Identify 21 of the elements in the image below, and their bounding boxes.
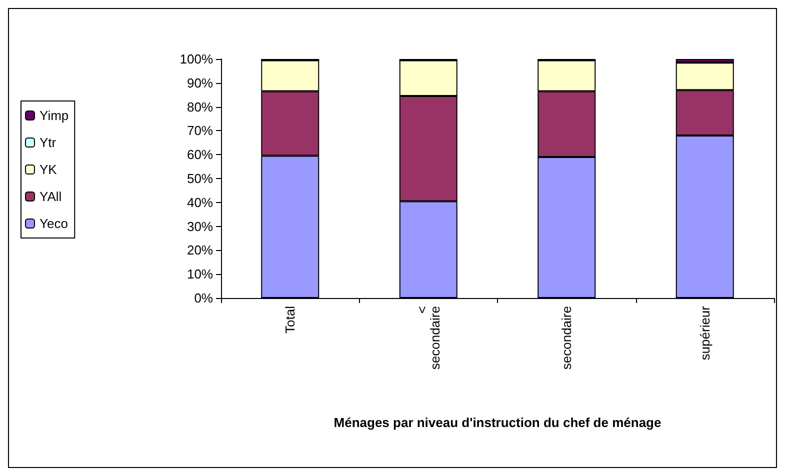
x-axis-title: Ménages par niveau d'instruction du chef de ménage [334, 415, 662, 430]
y-tick-label: 40% [186, 194, 214, 210]
y-tick-label: 50% [186, 171, 214, 186]
y-tick-label: 30% [186, 218, 214, 234]
y-tick-label: 90% [186, 75, 214, 90]
legend-label: Yimp [40, 108, 69, 123]
legend-label: YAll [40, 189, 62, 204]
y-tick-label: 80% [186, 99, 214, 114]
x-tick-label: secondaire [559, 306, 574, 370]
y-tick-label: 0% [194, 290, 214, 306]
y-tick-label: 20% [186, 242, 214, 258]
x-tick-label: supérieur [697, 305, 712, 360]
x-tick-label: Total [282, 306, 298, 334]
y-tick-label: 60% [186, 147, 214, 162]
y-tick-label: 70% [186, 123, 214, 138]
x-tick-label: < secondaire [414, 306, 442, 370]
legend-label: YK [40, 162, 58, 177]
y-tick-label: 10% [186, 266, 214, 282]
y-tick-label: 100% [180, 52, 214, 66]
legend-label: Yeco [40, 216, 68, 231]
legend-label: Ytr [40, 135, 57, 150]
